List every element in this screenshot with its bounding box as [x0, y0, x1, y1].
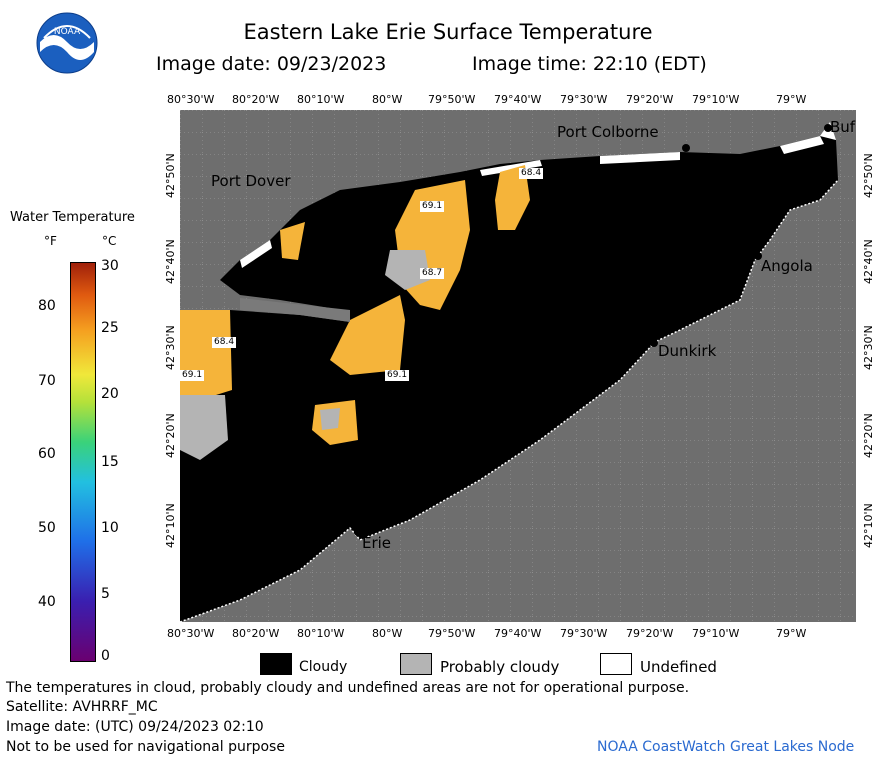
lat-label-right: 42°20'N: [862, 413, 875, 458]
lon-label-top: 79°W: [776, 93, 807, 106]
lon-label-top: 79°10'W: [692, 93, 740, 106]
warm-water-patch: [495, 165, 530, 230]
lon-label-top: 80°20'W: [232, 93, 280, 106]
place-dunkirk: Dunkirk: [658, 342, 717, 360]
place-port-colborne: Port Colborne: [557, 123, 659, 141]
lon-label-bottom: 79°W: [776, 627, 807, 640]
lat-label-right: 42°50'N: [862, 153, 875, 198]
credit-link[interactable]: NOAA CoastWatch Great Lakes Node: [597, 739, 855, 755]
colorbar-unit-f: °F: [44, 234, 57, 248]
noaa-logo: NOAA: [36, 12, 98, 74]
city-dot-buffalo: [824, 124, 832, 132]
warm-water-patch: [280, 222, 305, 260]
lat-label-left: 42°10'N: [164, 503, 177, 548]
colorbar-f-tick: 80: [38, 298, 56, 314]
place-angola: Angola: [761, 257, 813, 275]
lat-label-left: 42°20'N: [164, 413, 177, 458]
temp-label: 68.4: [212, 337, 237, 348]
lat-label-left: 42°50'N: [164, 153, 177, 198]
legend-label-undefined: Undefined: [640, 658, 717, 676]
lon-label-top: 80°30'W: [167, 93, 215, 106]
temp-label: 69.1: [420, 201, 445, 212]
map-title: Eastern Lake Erie Surface Temperature: [243, 20, 653, 44]
lat-label-right: 42°30'N: [862, 325, 875, 370]
place-port-dover: Port Dover: [211, 172, 291, 190]
colorbar-c-tick: 25: [101, 320, 119, 336]
lon-label-bottom: 80°10'W: [297, 627, 345, 640]
disclaimer-text: The temperatures in cloud, probably clou…: [6, 680, 690, 696]
svg-text:NOAA: NOAA: [54, 27, 81, 37]
temp-label: 69.1: [385, 370, 410, 381]
warm-water-patch: [330, 295, 405, 375]
nav-warning: Not to be used for navigational purpose: [6, 739, 285, 755]
city-dot-angola: [754, 252, 762, 260]
colorbar-title: Water Temperature: [10, 210, 135, 225]
lon-label-bottom: 79°20'W: [626, 627, 674, 640]
city-dot-dunkirk: [650, 339, 658, 347]
warm-water-patch: [180, 310, 232, 400]
colorbar-c-tick: 0: [101, 648, 110, 664]
colorbar-c-tick: 10: [101, 520, 119, 536]
lake-cloud-area: [180, 136, 838, 622]
lon-label-bottom: 80°30'W: [167, 627, 215, 640]
probably-cloudy-patch: [385, 250, 430, 290]
city-dot-port-colborne: [682, 144, 690, 152]
temp-label: 68.4: [519, 168, 544, 179]
lon-label-top: 79°20'W: [626, 93, 674, 106]
legend-swatch-probably-cloudy: [400, 653, 432, 675]
probably-cloudy-patch: [180, 395, 228, 460]
noaa-logo-icon: NOAA: [36, 12, 98, 74]
colorbar-f-tick: 40: [38, 594, 56, 610]
image-date-utc: Image date: (UTC) 09/24/2023 02:10: [6, 719, 264, 735]
map-panel[interactable]: [179, 110, 856, 623]
lon-label-bottom: 79°50'W: [428, 627, 476, 640]
lon-label-bottom: 79°30'W: [560, 627, 608, 640]
satellite-text: Satellite: AVHRRF_MC: [6, 699, 158, 715]
image-date: Image date: 09/23/2023: [156, 53, 387, 75]
colorbar: [70, 262, 96, 662]
lat-label-right: 42°40'N: [862, 239, 875, 284]
lon-label-bottom: 79°40'W: [494, 627, 542, 640]
colorbar-unit-c: °C: [102, 234, 117, 248]
lon-label-top: 80°10'W: [297, 93, 345, 106]
temp-label: 69.1: [180, 370, 205, 381]
colorbar-f-tick: 50: [38, 520, 56, 536]
lat-label-left: 42°40'N: [164, 239, 177, 284]
legend-label-probably-cloudy: Probably cloudy: [440, 658, 560, 676]
probably-cloudy-patch: [320, 408, 340, 430]
city-dot-erie: [354, 528, 362, 536]
temp-label: 68.7: [420, 268, 445, 279]
lon-label-bottom: 80°W: [372, 627, 403, 640]
colorbar-f-tick: 70: [38, 373, 56, 389]
lake-erie-map: [179, 110, 856, 623]
colorbar-c-tick: 30: [101, 258, 119, 274]
lon-label-top: 79°40'W: [494, 93, 542, 106]
legend-swatch-cloudy: [260, 653, 292, 675]
colorbar-c-tick: 5: [101, 586, 110, 602]
place-erie: Erie: [362, 534, 392, 552]
lon-label-bottom: 80°20'W: [232, 627, 280, 640]
image-time: Image time: 22:10 (EDT): [472, 53, 707, 75]
lon-label-top: 79°30'W: [560, 93, 608, 106]
place-buffalo: Buf: [830, 118, 856, 136]
lon-label-top: 80°W: [372, 93, 403, 106]
legend-label-cloudy: Cloudy: [299, 659, 348, 675]
lat-label-right: 42°10'N: [862, 503, 875, 548]
lon-label-bottom: 79°10'W: [692, 627, 740, 640]
colorbar-c-tick: 15: [101, 454, 119, 470]
lon-label-top: 79°50'W: [428, 93, 476, 106]
lat-label-left: 42°30'N: [164, 325, 177, 370]
colorbar-f-tick: 60: [38, 446, 56, 462]
legend-swatch-undefined: [600, 653, 632, 675]
colorbar-c-tick: 20: [101, 386, 119, 402]
